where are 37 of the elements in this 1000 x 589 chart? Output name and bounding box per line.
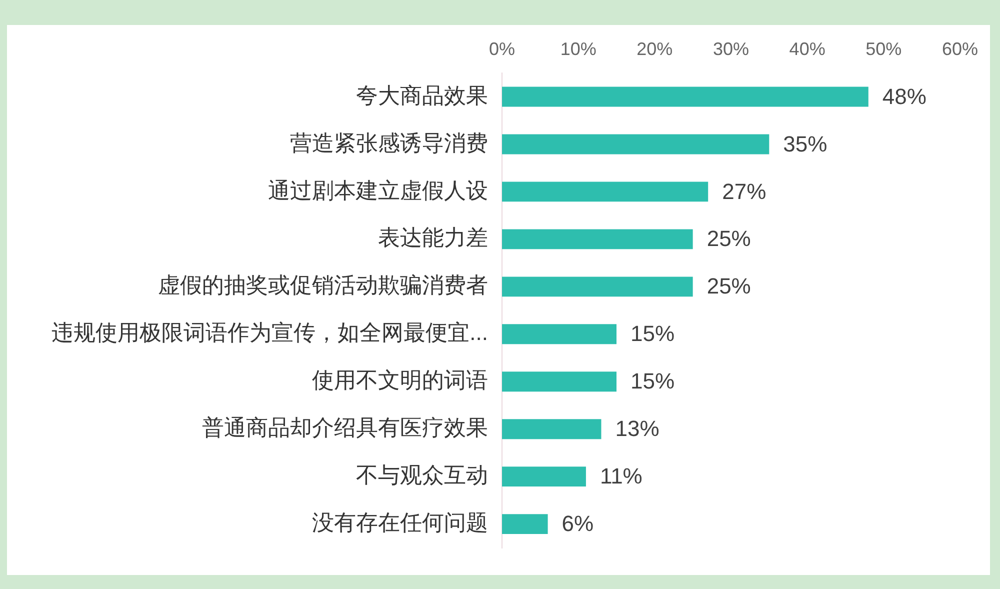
data-label: 15% [630, 321, 675, 346]
data-label: 35% [783, 131, 828, 156]
y-tick-label: 没有存在任何问题 [312, 510, 488, 536]
bar [502, 324, 616, 344]
x-tick-label: 0% [488, 39, 516, 60]
y-tick-label: 营造紧张感诱导消费 [290, 130, 488, 156]
data-label: 48% [882, 84, 926, 109]
bar [502, 229, 693, 250]
data-label: 25% [706, 226, 751, 252]
y-tick-label: 使用不文明的词语 [312, 368, 488, 393]
x-tick-label: 50% [866, 39, 902, 60]
y-tick-label: 不与观众互动 [356, 462, 488, 488]
x-tick-label: 30% [712, 39, 750, 60]
bar [502, 134, 770, 154]
data-label: 27% [722, 178, 766, 204]
y-tick-label: 表达能力差 [378, 225, 488, 250]
y-tick-label: 违规使用极限词语作为宣传，如全网最便宜... [52, 320, 488, 346]
data-label: 25% [706, 274, 751, 299]
y-tick-label: 夸大商品效果 [356, 82, 488, 108]
data-label: 15% [630, 368, 675, 394]
x-tick-label: 40% [789, 39, 826, 60]
data-label: 13% [615, 416, 660, 442]
data-label: 11% [600, 464, 642, 489]
bar [502, 419, 602, 440]
y-tick-label: 通过剧本建立虚假人设 [268, 178, 488, 203]
bar [502, 86, 868, 107]
bar [502, 514, 548, 534]
bar [502, 276, 693, 297]
data-label: 6% [562, 511, 594, 536]
bar [502, 182, 708, 202]
y-tick-label: 虚假的抽奖或促销活动欺骗消费者 [158, 272, 488, 298]
x-tick-label: 20% [636, 39, 673, 60]
y-tick-label: 普通商品却介绍具有医疗效果 [202, 415, 488, 440]
x-tick-label: 10% [560, 39, 596, 60]
bar [502, 372, 616, 392]
x-tick-label: 60% [942, 39, 978, 60]
bar [502, 466, 586, 487]
